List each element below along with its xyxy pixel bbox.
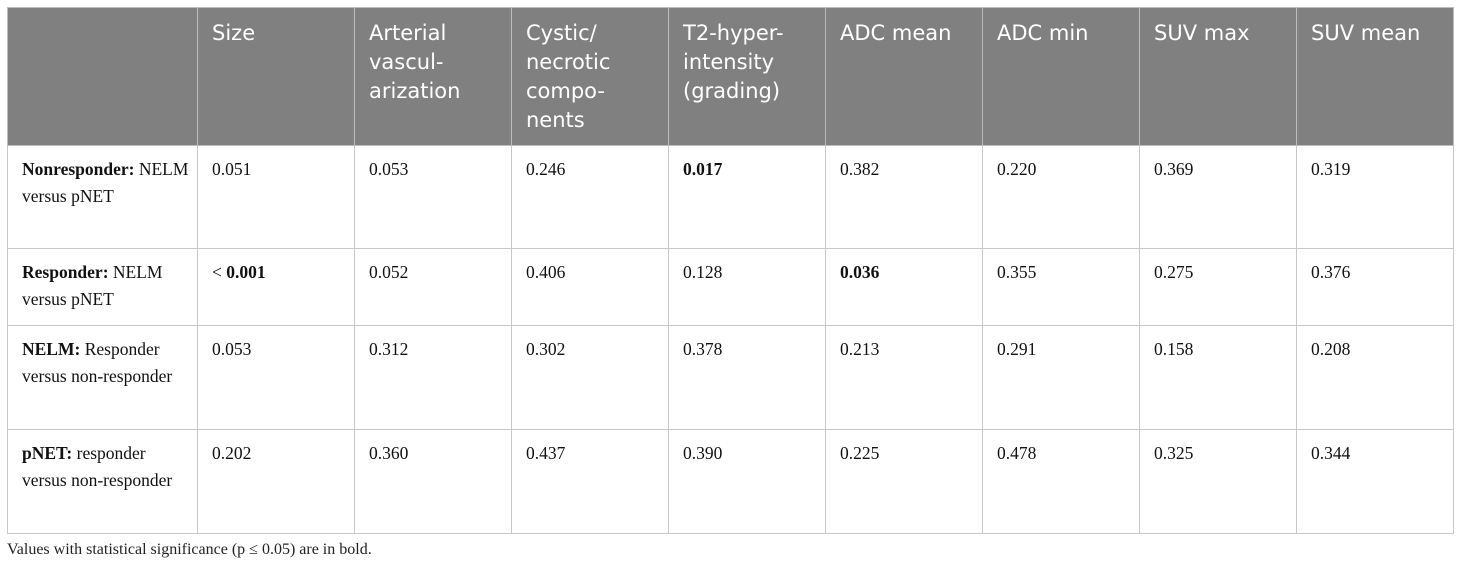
cell-value: 0.382	[840, 159, 880, 179]
table-cell: 0.275	[1139, 248, 1297, 326]
table-cell: 0.344	[1296, 429, 1454, 534]
row-label-text: responder versus non-responder	[22, 443, 173, 490]
table-cell: 0.246	[511, 145, 669, 249]
header-adc-min: ADC min	[982, 7, 1140, 146]
table-cell: 0.291	[982, 325, 1140, 430]
table-row: NELM: Responder versus non-responder 0.0…	[7, 325, 1454, 430]
header-empty	[7, 7, 198, 146]
cell-value-significant: 0.017	[683, 159, 723, 179]
table-cell: 0.390	[668, 429, 826, 534]
cell-value: 0.369	[1154, 159, 1194, 179]
table-cell: 0.053	[197, 325, 355, 430]
table-cell: 0.406	[511, 248, 669, 326]
table-cell: 0.437	[511, 429, 669, 534]
cell-value: 0.225	[840, 443, 880, 463]
table-cell: 0.478	[982, 429, 1140, 534]
cell-value: 0.291	[997, 339, 1037, 359]
table-cell: 0.225	[825, 429, 983, 534]
header-cystic-necrotic: Cystic/ necrotic compo-nents	[511, 7, 669, 146]
cell-value: 0.158	[1154, 339, 1194, 359]
header-adc-mean: ADC mean	[825, 7, 983, 146]
cell-value: 0.220	[997, 159, 1037, 179]
table-row: Nonresponder: NELM versus pNET 0.051 0.0…	[7, 145, 1454, 249]
header-row: Size Arterial vascul-arization Cystic/ n…	[7, 7, 1454, 146]
header-suv-max: SUV max	[1139, 7, 1297, 146]
table-cell: 0.369	[1139, 145, 1297, 249]
table-cell: 0.213	[825, 325, 983, 430]
cell-value: 0.202	[212, 443, 252, 463]
table-cell: 0.355	[982, 248, 1140, 326]
cell-value: 0.213	[840, 339, 880, 359]
cell-value: 0.208	[1311, 339, 1351, 359]
cell-value-significant: 0.036	[840, 262, 880, 282]
table-cell: 0.360	[354, 429, 512, 534]
cell-value: 0.302	[526, 339, 566, 359]
cell-value: 0.128	[683, 262, 723, 282]
cell-value: 0.051	[212, 159, 252, 179]
table-cell: 0.376	[1296, 248, 1454, 326]
header-size: Size	[197, 7, 355, 146]
cell-value: 0.319	[1311, 159, 1351, 179]
cell-value: 0.378	[683, 339, 723, 359]
table-cell: 0.220	[982, 145, 1140, 249]
row-label: Nonresponder: NELM versus pNET	[7, 145, 198, 249]
cell-value: 0.406	[526, 262, 566, 282]
table-cell: 0.202	[197, 429, 355, 534]
table-cell: 0.052	[354, 248, 512, 326]
row-label-bold: Responder:	[22, 262, 109, 282]
table-cell: 0.017	[668, 145, 826, 249]
cell-value: 0.355	[997, 262, 1037, 282]
table-cell: 0.319	[1296, 145, 1454, 249]
cell-prefix: <	[212, 262, 227, 282]
header-suv-mean: SUV mean	[1296, 7, 1454, 146]
row-label-text: NELM versus pNET	[22, 262, 163, 309]
table-cell: 0.382	[825, 145, 983, 249]
table-cell: 0.128	[668, 248, 826, 326]
cell-value: 0.053	[212, 339, 252, 359]
cell-value: 0.325	[1154, 443, 1194, 463]
row-label-text: Responder versus non-responder	[22, 339, 173, 386]
table-row: pNET: responder versus non-responder 0.2…	[7, 429, 1454, 534]
cell-value-significant: 0.001	[226, 262, 266, 282]
table-cell: 0.325	[1139, 429, 1297, 534]
row-label: NELM: Responder versus non-responder	[7, 325, 198, 430]
cell-value: 0.376	[1311, 262, 1351, 282]
cell-value: 0.437	[526, 443, 566, 463]
table-cell: < 0.001	[197, 248, 355, 326]
cell-value: 0.478	[997, 443, 1037, 463]
cell-value: 0.275	[1154, 262, 1194, 282]
row-label-bold: Nonresponder:	[22, 159, 135, 179]
table-cell: 0.378	[668, 325, 826, 430]
table-cell: 0.302	[511, 325, 669, 430]
row-label-bold: pNET:	[22, 443, 73, 463]
row-label-text: NELM versus pNET	[22, 159, 189, 206]
cell-value: 0.344	[1311, 443, 1351, 463]
row-label: pNET: responder versus non-responder	[7, 429, 198, 534]
row-label: Responder: NELM versus pNET	[7, 248, 198, 326]
table-cell: 0.312	[354, 325, 512, 430]
header-arterial-vascularization: Arterial vascul-arization	[354, 7, 512, 146]
table-cell: 0.036	[825, 248, 983, 326]
table-cell: 0.051	[197, 145, 355, 249]
cell-value: 0.246	[526, 159, 566, 179]
cell-value: 0.052	[369, 262, 409, 282]
table-row: Responder: NELM versus pNET < 0.001 0.05…	[7, 248, 1454, 326]
header-t2-hyperintensity: T2-hyper-intensity (grading)	[668, 7, 826, 146]
cell-value: 0.360	[369, 443, 409, 463]
table-footnote: Values with statistical significance (p …	[7, 541, 372, 558]
cell-value: 0.053	[369, 159, 409, 179]
results-table: Size Arterial vascul-arization Cystic/ n…	[7, 7, 1454, 534]
cell-value: 0.390	[683, 443, 723, 463]
table-cell: 0.053	[354, 145, 512, 249]
table-cell: 0.208	[1296, 325, 1454, 430]
row-label-bold: NELM:	[22, 339, 81, 359]
table-cell: 0.158	[1139, 325, 1297, 430]
cell-value: 0.312	[369, 339, 409, 359]
